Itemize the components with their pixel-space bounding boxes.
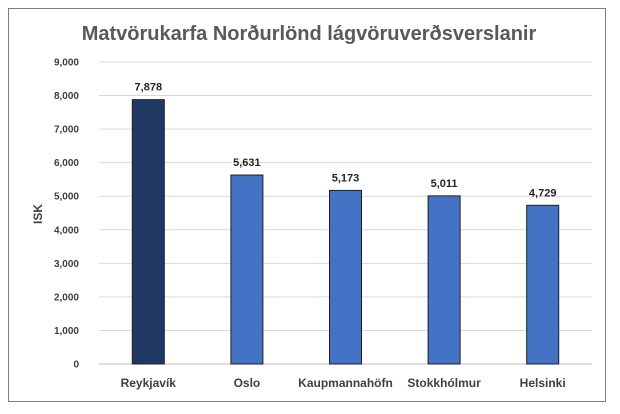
bar	[131, 99, 165, 365]
y-axis-ticks: 0 1,000 2,000 3,000 4,000 5,000 6,000 7,000 8,00…	[54, 58, 79, 371]
x-tick-label: Reykjavík	[121, 376, 177, 390]
y-tick-label: 6,000	[54, 158, 79, 169]
y-tick-label: 9,000	[54, 58, 79, 69]
chart-title: Matvörukarfa Norðurlönd lágvöruverðsvers…	[82, 23, 537, 45]
y-tick-label: 0	[73, 360, 79, 371]
data-label: 7,878	[135, 82, 163, 94]
bar	[526, 204, 560, 365]
y-tick-label: 3,000	[54, 259, 79, 270]
data-label: 5,011	[431, 178, 458, 190]
x-axis-ticks: Reykjavík Oslo Kaupmannahöfn Stokkhólmur Hel…	[121, 376, 566, 390]
data-label: 5,173	[332, 172, 360, 184]
bars	[131, 99, 560, 365]
chart-frame: Matvörukarfa Norðurlönd lágvöruverðsvers…	[8, 8, 606, 402]
y-tick-label: 5,000	[54, 192, 79, 203]
bar-chart: Matvörukarfa Norðurlönd lágvöruverðsvers…	[31, 23, 592, 390]
bar	[230, 174, 264, 365]
x-tick-label: Kaupmannahöfn	[298, 376, 393, 390]
y-tick-label: 7,000	[54, 125, 79, 136]
y-tick-label: 2,000	[54, 292, 79, 303]
x-tick-label: Stokkhólmur	[407, 376, 481, 390]
bar	[329, 189, 362, 365]
bar	[427, 195, 461, 365]
y-axis-label: ISK	[31, 204, 45, 224]
y-tick-label: 8,000	[54, 91, 79, 102]
x-tick-label: Oslo	[234, 376, 261, 390]
x-tick-label: Helsinki	[520, 376, 566, 390]
y-tick-label: 1,000	[54, 326, 79, 337]
data-label: 5,631	[233, 157, 261, 169]
data-labels: 7,878 5,631 5,173 5,011 4,729	[135, 82, 557, 200]
y-tick-label: 4,000	[54, 225, 79, 236]
data-label: 4,729	[529, 187, 557, 199]
